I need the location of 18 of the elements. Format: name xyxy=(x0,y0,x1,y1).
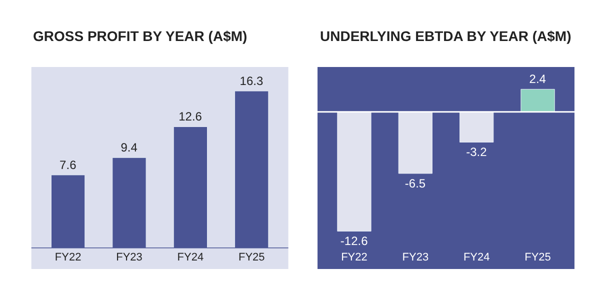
data-label: 9.4 xyxy=(120,140,138,155)
x-tick-label: FY22 xyxy=(54,251,82,264)
x-tick-label: FY25 xyxy=(238,251,265,264)
x-tick-label: FY25 xyxy=(524,251,551,264)
x-tick-label: FY23 xyxy=(402,251,429,264)
data-label: 7.6 xyxy=(60,158,77,172)
data-label: 2.4 xyxy=(529,72,546,86)
data-label: 16.3 xyxy=(240,74,264,88)
x-tick-label: FY24 xyxy=(177,251,204,264)
chart-title: GROSS PROFIT BY YEAR (A$M) xyxy=(33,28,248,44)
data-label: -3.2 xyxy=(466,145,488,160)
data-label: 12.6 xyxy=(178,110,202,124)
chart-title: UNDERLYING EBTDA BY YEAR (A$M) xyxy=(320,28,572,44)
data-label: -6.5 xyxy=(404,176,426,190)
x-tick-label: FY23 xyxy=(116,251,142,264)
data-label: -12.6 xyxy=(340,234,368,248)
x-tick-label: FY24 xyxy=(463,251,490,264)
x-tick-label: FY22 xyxy=(341,251,368,264)
